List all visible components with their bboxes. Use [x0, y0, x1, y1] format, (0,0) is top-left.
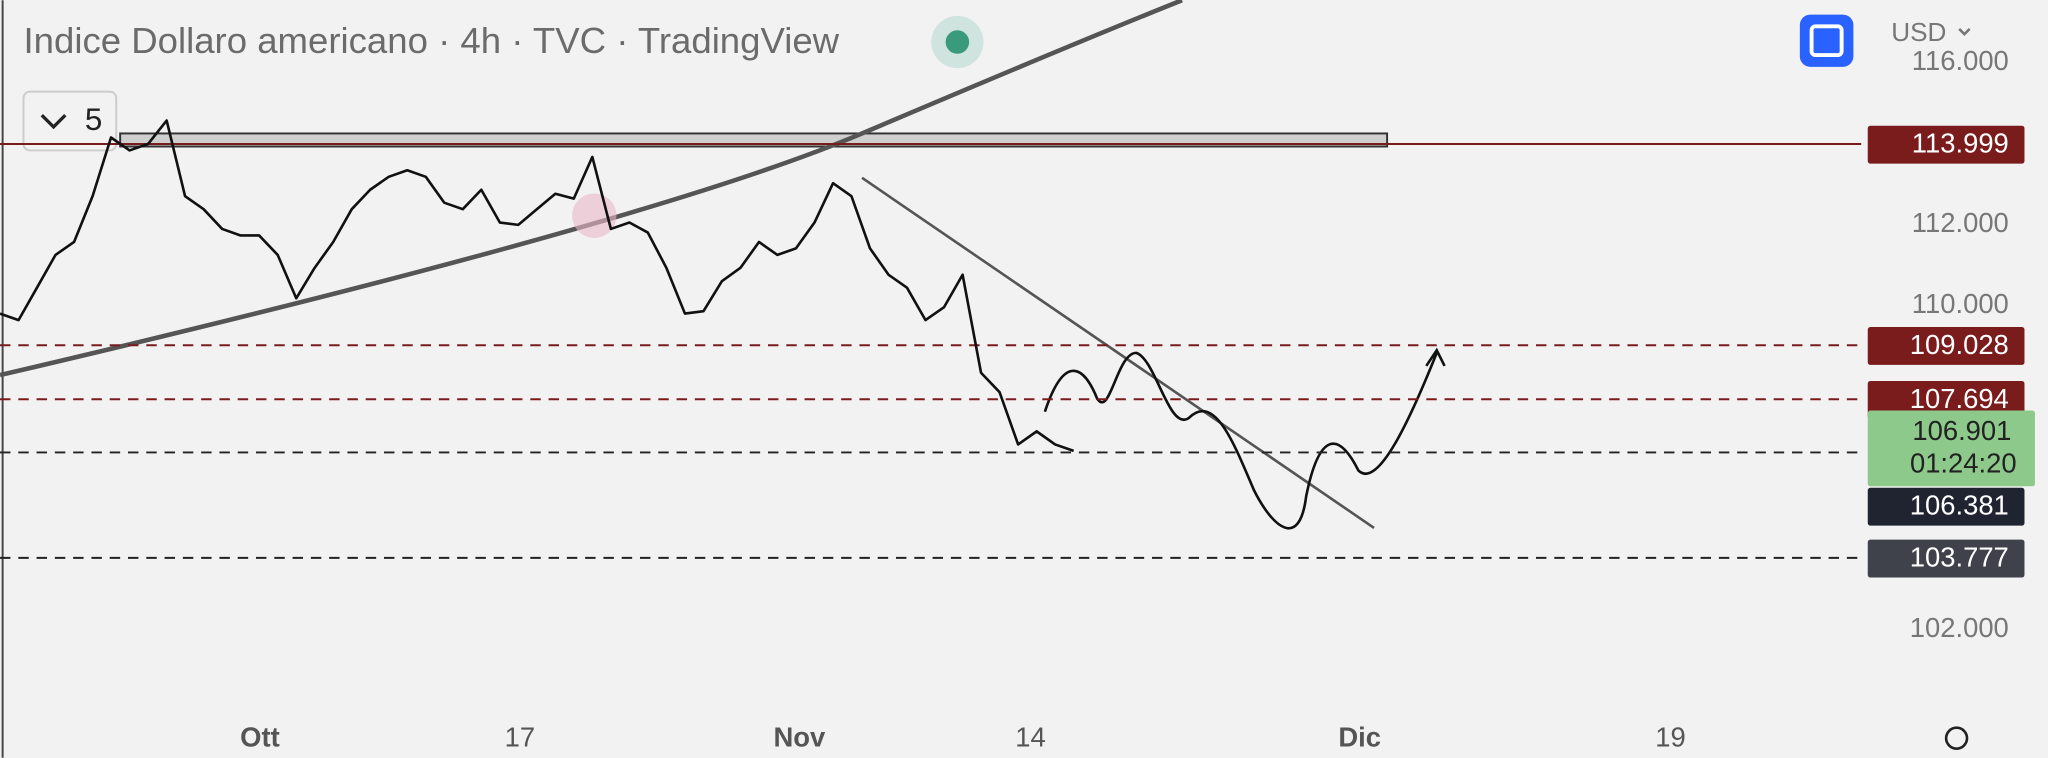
- last-price: 106.901: [1912, 415, 2011, 446]
- price-level-label-bg: [1867, 539, 2025, 578]
- status-dot: [945, 30, 970, 54]
- settings-icon[interactable]: [1944, 726, 1969, 750]
- chevron: [40, 114, 67, 130]
- y-tick-label: 102.000: [1910, 612, 2009, 643]
- y-tick-label: 110.000: [1912, 288, 2009, 319]
- y-tick-label: 116.000: [1912, 45, 2009, 76]
- curve-drawing: [0, 0, 1183, 378]
- price-level-label-bg: [1867, 487, 2025, 526]
- interval-box: [22, 90, 118, 152]
- trend-line: [861, 176, 1375, 529]
- x-tick-label: Ott: [240, 722, 280, 753]
- highlight-dot: [572, 193, 617, 238]
- y-tick-label: 112.000: [1912, 207, 2009, 238]
- price-level-label-bg: [1867, 326, 2025, 365]
- currency: USD: [1891, 17, 1946, 47]
- last-price-bg: [1867, 410, 2035, 487]
- interval-count: 5: [85, 102, 102, 137]
- fullscreen-icon: [1809, 24, 1844, 58]
- price-level-label: 103.777: [1910, 541, 2009, 572]
- chevron: [1958, 28, 1971, 37]
- forecast-path: [1043, 347, 1446, 530]
- x-tick-label: 14: [1015, 722, 1045, 753]
- price-level-label: 109.028: [1910, 329, 2009, 360]
- price-line: [0, 119, 1075, 453]
- price-level-label-bg: [1867, 380, 2025, 419]
- price-level-label-bg: [1867, 125, 2025, 164]
- price-level-label: 106.381: [1910, 490, 2009, 521]
- x-tick-label: 17: [505, 722, 535, 753]
- gear: [1944, 726, 1969, 750]
- price-level-label: 113.999: [1912, 128, 2009, 159]
- price-level-label: 107.694: [1910, 383, 2009, 414]
- countdown: 01:24:20: [1910, 448, 2017, 479]
- fullscreen-button[interactable]: [1799, 14, 1854, 67]
- x-tick-label: 19: [1655, 722, 1685, 753]
- currency-button[interactable]: USD: [1891, 17, 1971, 47]
- interval-button[interactable]: 5: [22, 90, 118, 152]
- fullscreen-bg: [1799, 14, 1854, 67]
- chart-title: Indice Dollaro americano · 4h · TVC · Tr…: [24, 20, 840, 61]
- x-tick-label: Dic: [1338, 722, 1381, 753]
- x-tick-label: Nov: [773, 722, 826, 753]
